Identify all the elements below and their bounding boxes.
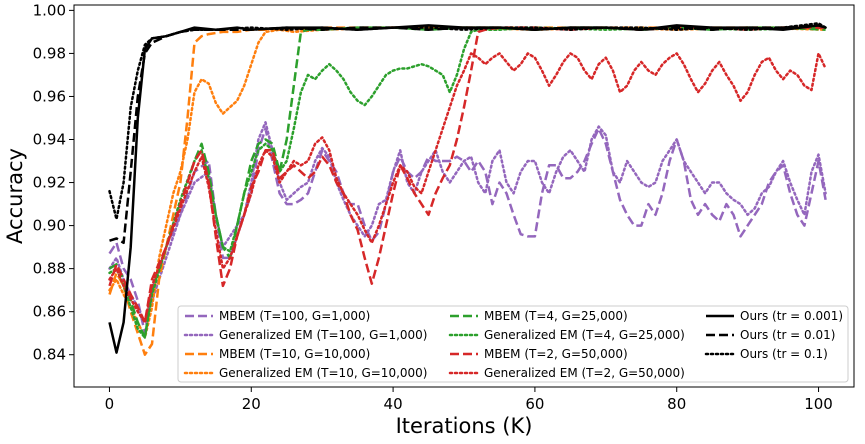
legend-entry-6: MBEM (T=2, G=50,000)	[484, 347, 628, 361]
y-tick-label-4: 0.92	[33, 174, 66, 192]
series-line-5	[108, 26, 827, 339]
x-tick-label-2: 40	[384, 395, 403, 413]
series-line-8	[108, 24, 826, 354]
legend-entry-5: Generalized EM (T=4, G=25,000)	[484, 328, 685, 342]
x-tick-label-5: 100	[804, 395, 833, 413]
legend-box	[177, 305, 849, 383]
y-axis: 0.84 0.86 0.88 0.90 0.92 0.94 0.96 0.98 1.00	[33, 1, 74, 364]
plot-frame	[73, 4, 855, 388]
y-tick-label-7: 0.98	[33, 44, 66, 62]
x-axis: 0 20 40 60 80 100	[105, 387, 833, 413]
series-line-10	[108, 22, 827, 221]
legend-entry-9: Ours (tr = 0.01)	[740, 328, 835, 342]
plot-lines	[108, 22, 827, 356]
y-tick-label-0: 0.84	[33, 346, 66, 364]
x-tick-label-1: 20	[242, 395, 261, 413]
y-tick-label-1: 0.86	[33, 303, 66, 321]
x-axis-label: Iterations (K)	[396, 414, 533, 438]
legend-entry-2: MBEM (T=10, G=10,000)	[219, 347, 370, 361]
legend-entry-8: Ours (tr = 0.001)	[740, 309, 843, 323]
legend-entry-10: Ours (tr = 0.1)	[740, 347, 828, 361]
legend: MBEM (T=100, G=1,000) Generalized EM (T=1…	[177, 305, 849, 383]
y-tick-label-2: 0.88	[33, 260, 66, 278]
series-line-6	[108, 26, 826, 324]
legend-entry-1: Generalized EM (T=100, G=1,000)	[219, 328, 427, 342]
x-tick-label-0: 0	[105, 395, 115, 413]
y-tick-label-3: 0.90	[33, 217, 66, 235]
y-tick-label-8: 1.00	[33, 1, 66, 19]
legend-entry-0: MBEM (T=100, G=1,000)	[219, 309, 370, 323]
series-line-9	[109, 24, 826, 245]
x-tick-label-3: 60	[525, 395, 544, 413]
x-tick-label-4: 80	[667, 395, 686, 413]
y-tick-label-6: 0.96	[33, 87, 66, 105]
legend-entry-7: Generalized EM (T=2, G=50,000)	[484, 366, 685, 380]
series-line-7	[108, 52, 827, 324]
legend-entry-3: Generalized EM (T=10, G=10,000)	[219, 366, 427, 380]
legend-entry-4: MBEM (T=4, G=25,000)	[484, 309, 628, 323]
y-axis-label: Accuracy	[3, 148, 27, 244]
y-tick-label-5: 0.94	[33, 131, 66, 149]
series-line-1	[108, 121, 827, 324]
